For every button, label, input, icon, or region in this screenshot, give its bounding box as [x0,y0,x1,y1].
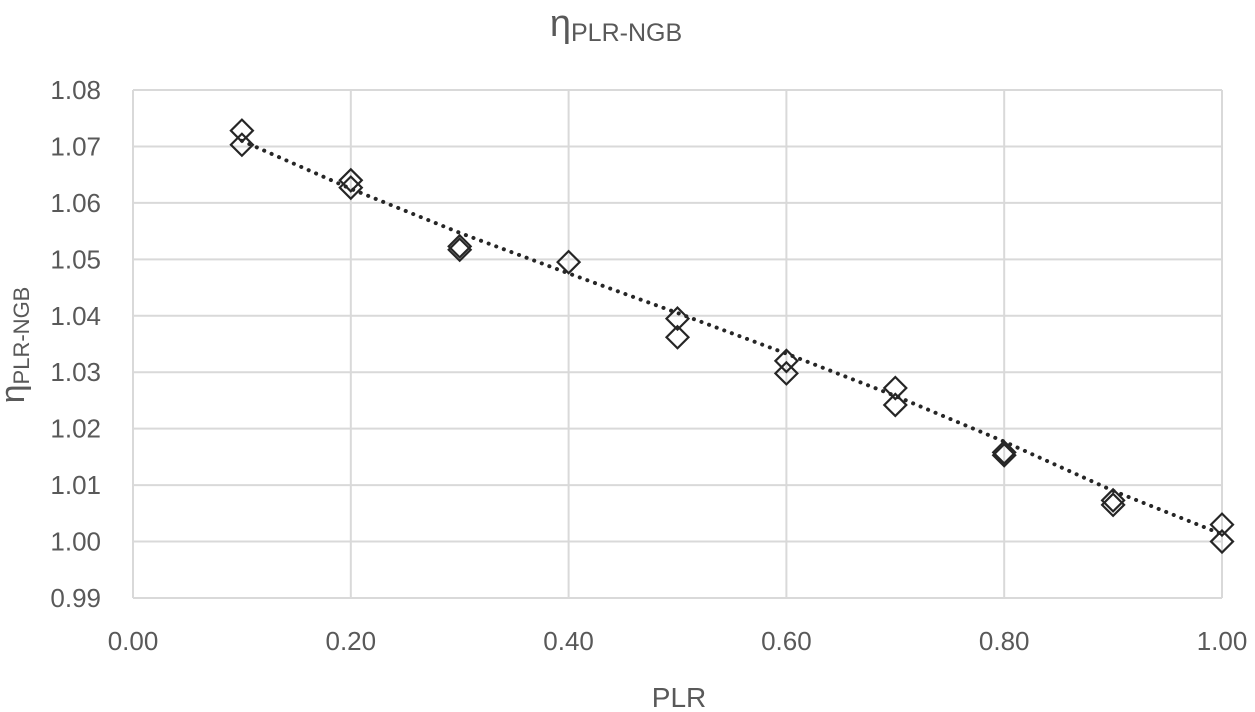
data-point-diamond [1100,492,1126,518]
y-axis-label: ηPLR-NGB [0,287,34,404]
y-tick-label: 1.00 [50,527,101,557]
data-point-diamond [1209,529,1235,555]
data-point-diamond [773,348,799,374]
x-tick-labels: 0.00 0.20 0.40 0.60 0.80 1.00 [108,626,1248,656]
plot-axes [132,90,1222,599]
x-tick-label: 0.80 [979,626,1030,656]
y-tick-label: 1.06 [50,188,101,218]
x-tick-label: 0.40 [543,626,594,656]
trendline [239,138,1224,537]
x-tick-label: 1.00 [1197,626,1248,656]
chart-title: ηPLR-NGB [550,3,682,47]
data-point-diamond [447,237,473,263]
data-point-diamond [556,249,582,275]
x-axis-label: PLR [652,682,706,712]
data-point-diamond [664,306,691,332]
data-point-diamond [882,392,908,418]
x-tick-label: 0.20 [325,626,376,656]
y-tick-label: 1.04 [50,301,101,331]
data-point-diamond [447,233,473,259]
y-tick-label: 1.05 [50,244,101,274]
data-point-diamond [1209,512,1235,538]
data-point-diamond [338,175,364,201]
data-point-diamond [338,167,364,193]
data-point-diamond [1100,487,1126,513]
data-point-diamond [664,324,691,350]
x-tick-label: 0.60 [761,626,812,656]
data-point-diamond [773,360,799,386]
y-tick-label: 1.02 [50,414,101,444]
data-point-diamond [991,442,1017,468]
y-tick-labels: 0.99 1.00 1.01 1.02 1.03 1.04 1.05 1.06 1.07 1.08 [50,75,101,613]
y-tick-label: 1.01 [50,470,101,500]
y-tick-label: 1.03 [50,357,101,387]
data-point-diamond [229,118,255,144]
data-points [229,118,1235,555]
y-tick-label: 0.99 [50,583,101,613]
data-point-diamond [229,132,255,158]
x-tick-label: 0.00 [108,626,159,656]
y-tick-label: 1.08 [50,75,101,105]
y-tick-label: 1.07 [50,131,101,161]
grid-lines [133,89,1223,598]
trendline-group [239,138,1224,537]
data-point-diamond [991,439,1017,465]
data-point-diamond [882,375,908,401]
